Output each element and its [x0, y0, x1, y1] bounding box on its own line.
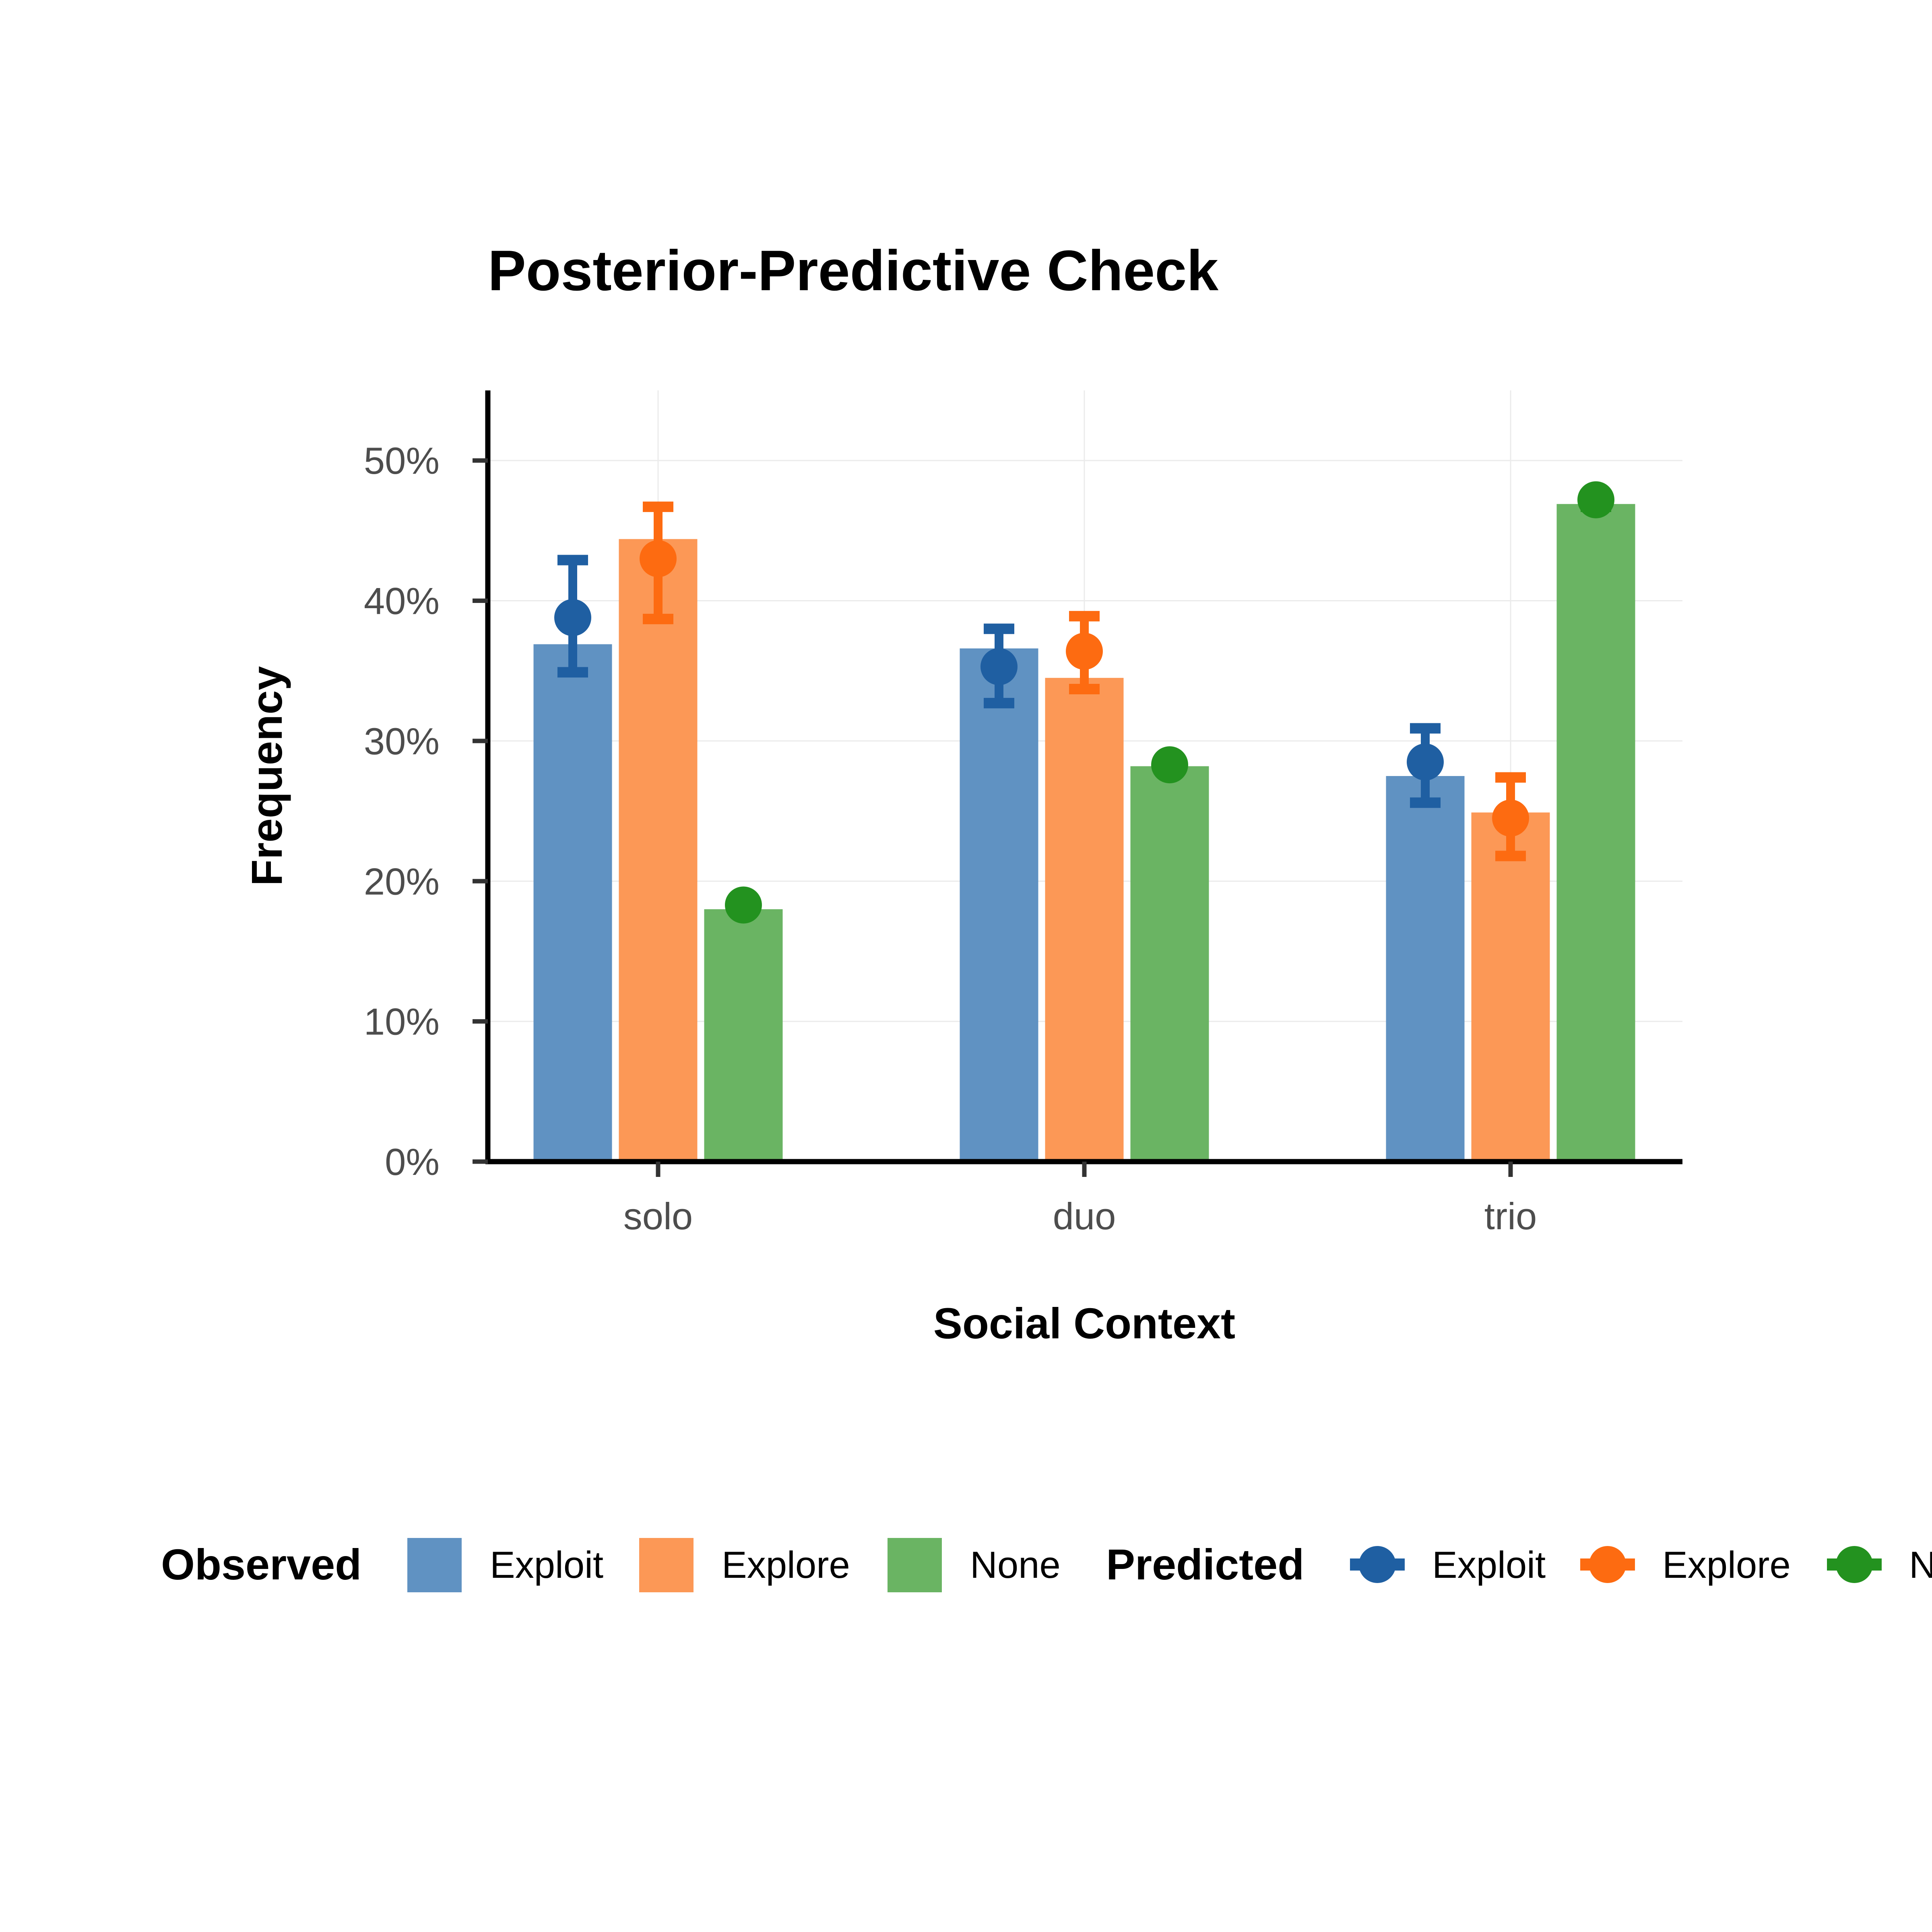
legend-swatch: [888, 1538, 942, 1592]
legend-label: None: [1909, 1544, 1932, 1586]
legend-item-predicted-explore: Explore: [1580, 1544, 1791, 1586]
legend-swatch: [639, 1538, 694, 1592]
x-tick-label-solo: solo: [623, 1195, 693, 1237]
legend-title-observed: Observed: [161, 1540, 361, 1589]
legend-label: Explore: [1662, 1544, 1791, 1586]
point-predicted-none-duo: [1151, 746, 1188, 784]
bar-observed-explore-duo: [1045, 678, 1124, 1162]
legend-title-predicted: Predicted: [1106, 1540, 1304, 1589]
bar-observed-exploit-trio: [1386, 776, 1465, 1162]
legend-item-predicted-none: None: [1827, 1544, 1932, 1586]
y-tick-label: 40%: [364, 580, 440, 622]
point-marker: [1407, 743, 1444, 781]
point-marker: [554, 599, 591, 636]
legend: Observed Exploit Explore None Predicted Explo…: [161, 1538, 1932, 1592]
bar-observed-none-duo: [1130, 766, 1209, 1162]
legend-item-observed-exploit: Exploit: [407, 1538, 603, 1592]
legend-item-observed-none: None: [888, 1538, 1061, 1592]
bar-observed-explore-solo: [619, 539, 698, 1162]
x-tick-label-duo: duo: [1053, 1195, 1116, 1237]
legend-item-predicted-exploit: Exploit: [1350, 1544, 1546, 1586]
bar-observed-none-solo: [704, 909, 783, 1162]
bar-observed-exploit-solo: [533, 644, 612, 1162]
legend-item-observed-explore: Explore: [639, 1538, 850, 1592]
legend-label: Explore: [722, 1544, 850, 1586]
y-tick-label: 20%: [364, 860, 440, 902]
legend-key-point: [1359, 1546, 1396, 1583]
legend-swatch: [407, 1538, 462, 1592]
point-marker: [1066, 632, 1103, 670]
legend-label: Exploit: [490, 1544, 603, 1586]
point-marker: [1492, 799, 1529, 837]
x-axis-title: Social Context: [933, 1299, 1235, 1348]
point-predicted-exploit-duo: [980, 623, 1018, 708]
y-tick-label: 50%: [364, 440, 440, 482]
chart-text: Posterior-Predictive Check Social Contex…: [242, 239, 1235, 1348]
x-tick-label-trio: trio: [1484, 1195, 1537, 1237]
point-marker: [1577, 481, 1614, 518]
y-axis-title: Frequency: [242, 666, 291, 886]
point-marker: [980, 648, 1018, 685]
point-marker: [1151, 746, 1188, 784]
point-predicted-explore-duo: [1066, 611, 1103, 695]
point-marker: [725, 886, 762, 924]
bar-observed-none-trio: [1556, 504, 1635, 1162]
legend-label: None: [970, 1544, 1061, 1586]
point-predicted-explore-trio: [1492, 772, 1529, 861]
axes: 0% 10% 20% 30% 40% 50% solo duo trio: [364, 390, 1682, 1237]
bar-observed-exploit-duo: [960, 648, 1038, 1162]
y-tick-label: 10%: [364, 1001, 440, 1043]
point-marker: [640, 540, 677, 578]
legend-key-point: [1589, 1546, 1626, 1583]
observed-bars: [533, 504, 1635, 1162]
y-tick-label: 30%: [364, 720, 440, 762]
point-predicted-exploit-solo: [554, 555, 591, 678]
legend-key-point: [1836, 1546, 1873, 1583]
point-predicted-explore-solo: [640, 502, 677, 624]
legend-label: Exploit: [1432, 1544, 1546, 1586]
bar-observed-explore-trio: [1471, 812, 1550, 1162]
point-predicted-none-trio: [1577, 481, 1614, 518]
y-tick-label: 0%: [385, 1141, 440, 1183]
predicted-points: [554, 481, 1614, 924]
point-predicted-exploit-trio: [1407, 723, 1444, 808]
chart-title: Posterior-Predictive Check: [488, 239, 1219, 303]
point-predicted-none-solo: [725, 886, 762, 924]
